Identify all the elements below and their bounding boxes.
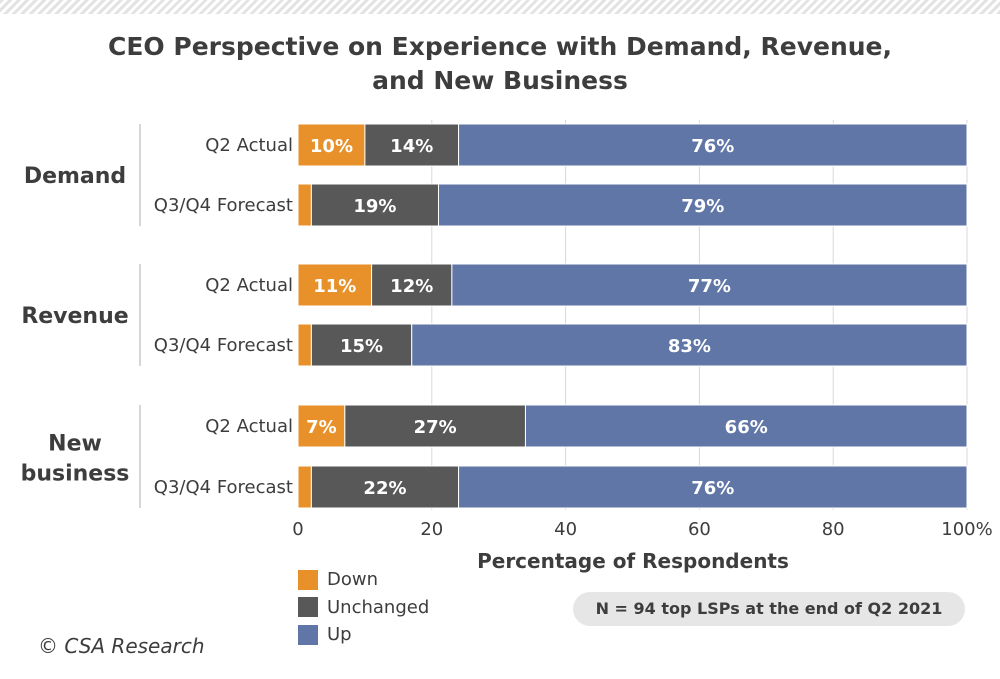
legend-item-unchanged: Unchanged [298,594,429,622]
bar-segment-up [411,323,968,367]
copyright: © CSA Research [38,634,205,658]
data-label: 66% [725,417,768,438]
legend: Down Unchanged Up [298,566,429,649]
legend-swatch-up [298,624,318,645]
group-label: Revenue [21,304,128,329]
group-label: Demand [24,164,126,189]
sample-size-note: N = 94 top LSPs at the end of Q2 2021 [573,592,965,626]
bar-segment-down [297,465,312,509]
data-label: 7% [306,417,337,438]
data-label: 19% [353,196,396,217]
group-label: business [21,462,130,487]
bar-segment-down [297,404,346,448]
bar-segment-up [524,404,968,448]
legend-swatch-unchanged [298,597,318,618]
x-axis-label: Percentage of Respondents [477,549,789,573]
x-tick-label: 20 [420,519,443,540]
bar-segment-unchanged [310,183,439,227]
data-label: 76% [691,478,734,499]
row-label: Q3/Q4 Forecast [154,195,293,216]
bar-segment-unchanged [310,323,413,367]
bar-segment-down [297,323,312,367]
bar-segment-unchanged [310,465,460,509]
row-label: Q2 Actual [205,135,293,156]
group-label: New [48,432,102,457]
legend-label-down: Down [327,569,379,591]
bar-segment-up [458,123,968,167]
data-label: 83% [668,336,711,357]
row-label: Q2 Actual [205,416,293,437]
row-label: Q2 Actual [205,275,293,296]
legend-label-unchanged: Unchanged [327,596,430,618]
bar-segment-down [297,123,366,167]
legend-item-up: Up [298,621,429,649]
x-tick-label: 0 [292,519,303,540]
legend-item-down: Down [298,566,429,594]
bar-segment-up [437,183,968,227]
bar-segment-down [297,183,312,227]
bar-segment-up [451,263,968,307]
data-label: 27% [414,417,457,438]
data-label: 12% [390,276,433,297]
bar-segment-unchanged [364,123,460,167]
legend-label-up: Up [327,624,352,646]
x-tick-label: 100% [941,519,992,540]
row-label: Q3/Q4 Forecast [154,335,293,356]
x-tick-label: 40 [554,519,577,540]
legend-swatch-down [298,569,318,590]
x-tick-label: 60 [688,519,711,540]
bar-segment-down [297,263,373,307]
decorative-stripe [0,0,1000,14]
data-label: 10% [310,136,353,157]
data-label: 79% [681,196,724,217]
data-label: 15% [340,336,383,357]
data-label: 11% [313,276,356,297]
data-label: 76% [691,136,734,157]
x-tick-label: 80 [822,519,845,540]
data-label: 77% [688,276,731,297]
row-label: Q3/Q4 Forecast [154,477,293,498]
chart-title: CEO Perspective on Experience with Deman… [107,32,893,95]
data-label: 14% [390,136,433,157]
data-label: 22% [363,478,406,499]
bar-segment-up [458,465,968,509]
